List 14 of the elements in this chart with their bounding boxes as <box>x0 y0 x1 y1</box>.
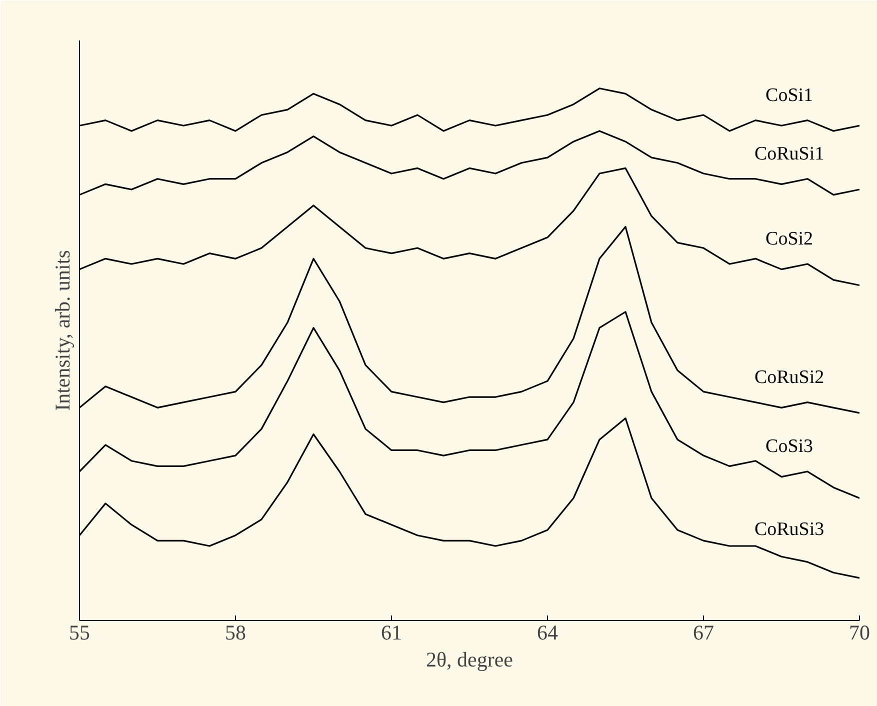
series-label: CoSi3 <box>766 436 814 458</box>
x-tick-label: 55 <box>69 620 90 644</box>
series-label: CoRuSi1 <box>754 144 824 165</box>
x-tick-label: 70 <box>849 620 870 644</box>
x-tick-label: 67 <box>693 620 714 644</box>
x-axis-title: 2θ, degree <box>426 648 514 672</box>
series-label: CoSi1 <box>766 85 814 106</box>
series-label: CoRuSi3 <box>754 519 824 540</box>
x-tick-label: 58 <box>225 620 246 644</box>
y-axis-title: Intensity, arb. units <box>50 250 74 411</box>
x-tick-label: 64 <box>537 620 558 644</box>
series-label: CoSi2 <box>766 228 814 250</box>
series-label: CoRuSi2 <box>754 367 824 388</box>
x-tick-label: 61 <box>381 620 402 644</box>
